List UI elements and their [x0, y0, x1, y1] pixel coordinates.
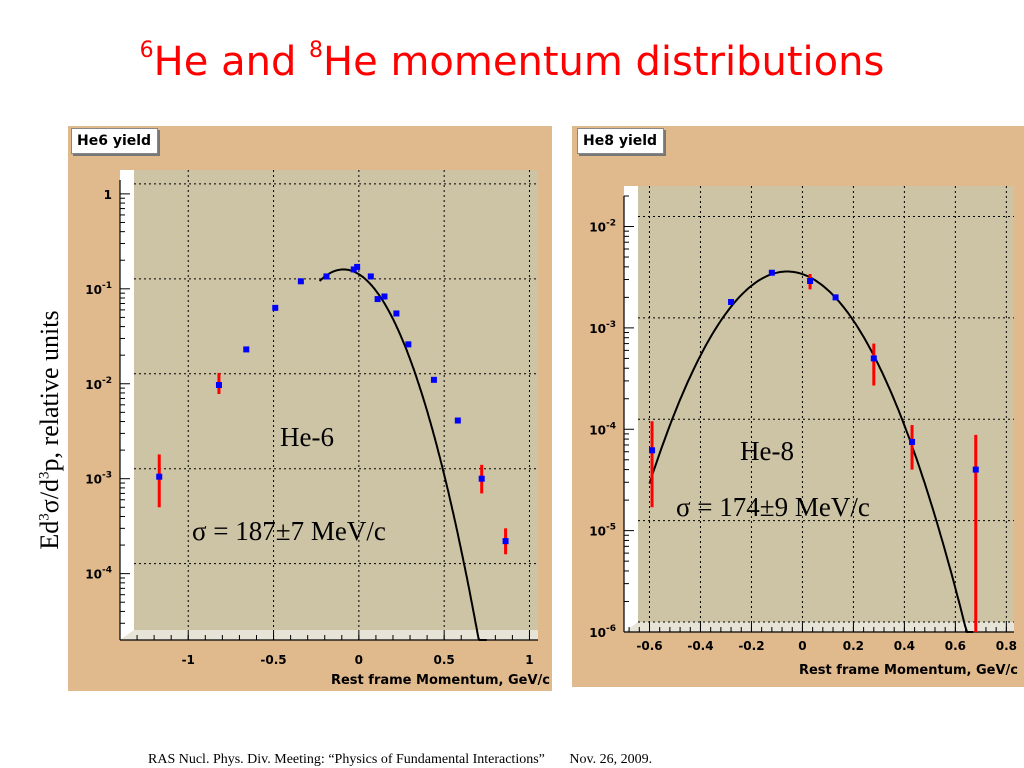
- he6-x-tick-label-1: -0.5: [260, 653, 286, 667]
- he8-chart-panel: -0.6 -0.4 -0.2 0 0.2 0.4 0.6 0.8 10-6 10-5 10-4 10-…: [572, 126, 1024, 687]
- he8-data-point-1: [728, 299, 735, 306]
- he8-frame-floor: [624, 622, 1014, 632]
- he6-y-tick-label-0: 10-4: [85, 566, 112, 582]
- y-axis-label-container: Ed3σ/d3p, relative units: [28, 270, 72, 590]
- he8-chart-svg: -0.6 -0.4 -0.2 0 0.2 0.4 0.6 0.8 10-6 10-5 10-4 10-…: [589, 186, 1018, 678]
- he8-label: He-8: [740, 436, 794, 466]
- title-superscript-6: 6: [139, 38, 154, 63]
- he6-data-point-5: [323, 273, 330, 280]
- he8-data-point-4: [832, 294, 839, 301]
- he6-data-point-14: [454, 417, 461, 424]
- he8-y-tick-label-2: 10-4: [589, 421, 616, 437]
- he6-label: He-6: [280, 422, 334, 452]
- title-superscript-8: 8: [309, 38, 324, 63]
- he8-x-tick-label-1: -0.4: [687, 639, 713, 653]
- he8-data-point-7: [972, 466, 979, 473]
- he6-sigma-annotation: σ = 187±7 MeV/c: [192, 516, 386, 546]
- he8-data-point-0: [649, 447, 656, 454]
- he8-frame-title: He8 yield: [577, 128, 665, 154]
- he8-x-tick-label-6: 0.6: [945, 639, 966, 653]
- he6-x-axis-label: Rest frame Momentum, GeV/c: [331, 673, 550, 688]
- he8-x-tick-label-4: 0.2: [843, 639, 864, 653]
- he8-y-tick-label-1: 10-5: [589, 523, 616, 539]
- he6-plot-area: [134, 170, 538, 630]
- he6-frame-corner: [120, 170, 134, 180]
- he6-chart-panel: -1 -0.5 0 0.5 1 10-4 10-3 10-2 10-1 1 Rest frame M…: [68, 126, 552, 691]
- title-text-part1: He and: [153, 39, 310, 85]
- he8-data-point-2: [768, 269, 775, 276]
- slide-footer: RAS Nucl. Phys. Div. Meeting: “Physics o…: [148, 752, 653, 767]
- he6-data-point-4: [297, 278, 304, 285]
- he6-data-point-10: [381, 293, 388, 300]
- he6-data-point-16: [502, 538, 509, 545]
- he6-x-tick-label-4: 1: [525, 653, 533, 667]
- he6-data-point-9: [374, 296, 381, 303]
- he8-x-tick-label-2: -0.2: [738, 639, 764, 653]
- he8-sigma-annotation: σ = 174±9 MeV/c: [676, 492, 870, 522]
- he6-frame-left-wall: [120, 170, 134, 640]
- he8-x-tick-label-3: 0: [798, 639, 806, 653]
- he6-frame-floor: [120, 630, 538, 640]
- he8-x-tick-label-7: 0.8: [996, 639, 1017, 653]
- he6-data-point-0: [156, 473, 163, 480]
- y-axis-label: Ed3σ/d3p, relative units: [35, 310, 65, 549]
- he6-y-tick-label-1: 10-3: [85, 471, 112, 487]
- he8-y-tick-label-3: 10-3: [589, 320, 616, 336]
- he8-data-point-6: [909, 438, 916, 445]
- he6-x-tick-label-3: 0.5: [434, 653, 455, 667]
- he6-data-point-11: [393, 310, 400, 317]
- he6-data-point-8: [367, 273, 374, 280]
- he6-data-point-15: [478, 475, 485, 482]
- he6-frame-title: He6 yield: [71, 128, 159, 154]
- slide-title: 6He and 8He momentum distributions: [0, 38, 1024, 85]
- he6-chart-svg: -1 -0.5 0 0.5 1 10-4 10-3 10-2 10-1 1 Rest frame M…: [85, 170, 550, 688]
- ylabel-part2: σ/d: [35, 478, 64, 514]
- ylabel-sup1: 3: [36, 513, 53, 521]
- title-text-part2: He momentum distributions: [323, 39, 885, 85]
- he6-fit-curve: [318, 268, 487, 641]
- he6-data-point-13: [430, 376, 437, 383]
- ylabel-sup2: 3: [36, 471, 53, 479]
- he6-y-tick-label-3: 10-1: [85, 281, 112, 297]
- he8-x-axis-label: Rest frame Momentum, GeV/c: [799, 663, 1018, 678]
- he6-data-point-6: [350, 266, 357, 273]
- he8-x-tick-label-5: 0.4: [894, 639, 915, 653]
- he6-x-tick-label-0: -1: [182, 653, 195, 667]
- he8-y-tick-label-0: 10-6: [589, 624, 616, 640]
- he8-frame-corner: [624, 186, 638, 196]
- he8-plot-area: [638, 186, 1014, 622]
- ylabel-part3: p, relative units: [35, 310, 64, 472]
- he6-x-tick-label-2: 0: [355, 653, 363, 667]
- he8-data-point-3: [807, 278, 814, 285]
- he6-data-point-1: [215, 382, 222, 389]
- he6-data-point-3: [272, 304, 279, 311]
- he6-y-tick-label-2: 10-2: [85, 376, 112, 392]
- he6-data-point-2: [243, 346, 250, 353]
- he8-frame-left-wall: [624, 186, 638, 632]
- ylabel-part1: Ed: [35, 520, 64, 550]
- he8-data-point-5: [870, 355, 877, 362]
- he6-data-point-12: [405, 341, 412, 348]
- he6-y-tick-label-4: 1: [104, 188, 112, 202]
- he8-y-tick-label-4: 10-2: [589, 219, 616, 235]
- he6-data-point-7: [354, 263, 361, 270]
- he8-x-tick-label-0: -0.6: [636, 639, 662, 653]
